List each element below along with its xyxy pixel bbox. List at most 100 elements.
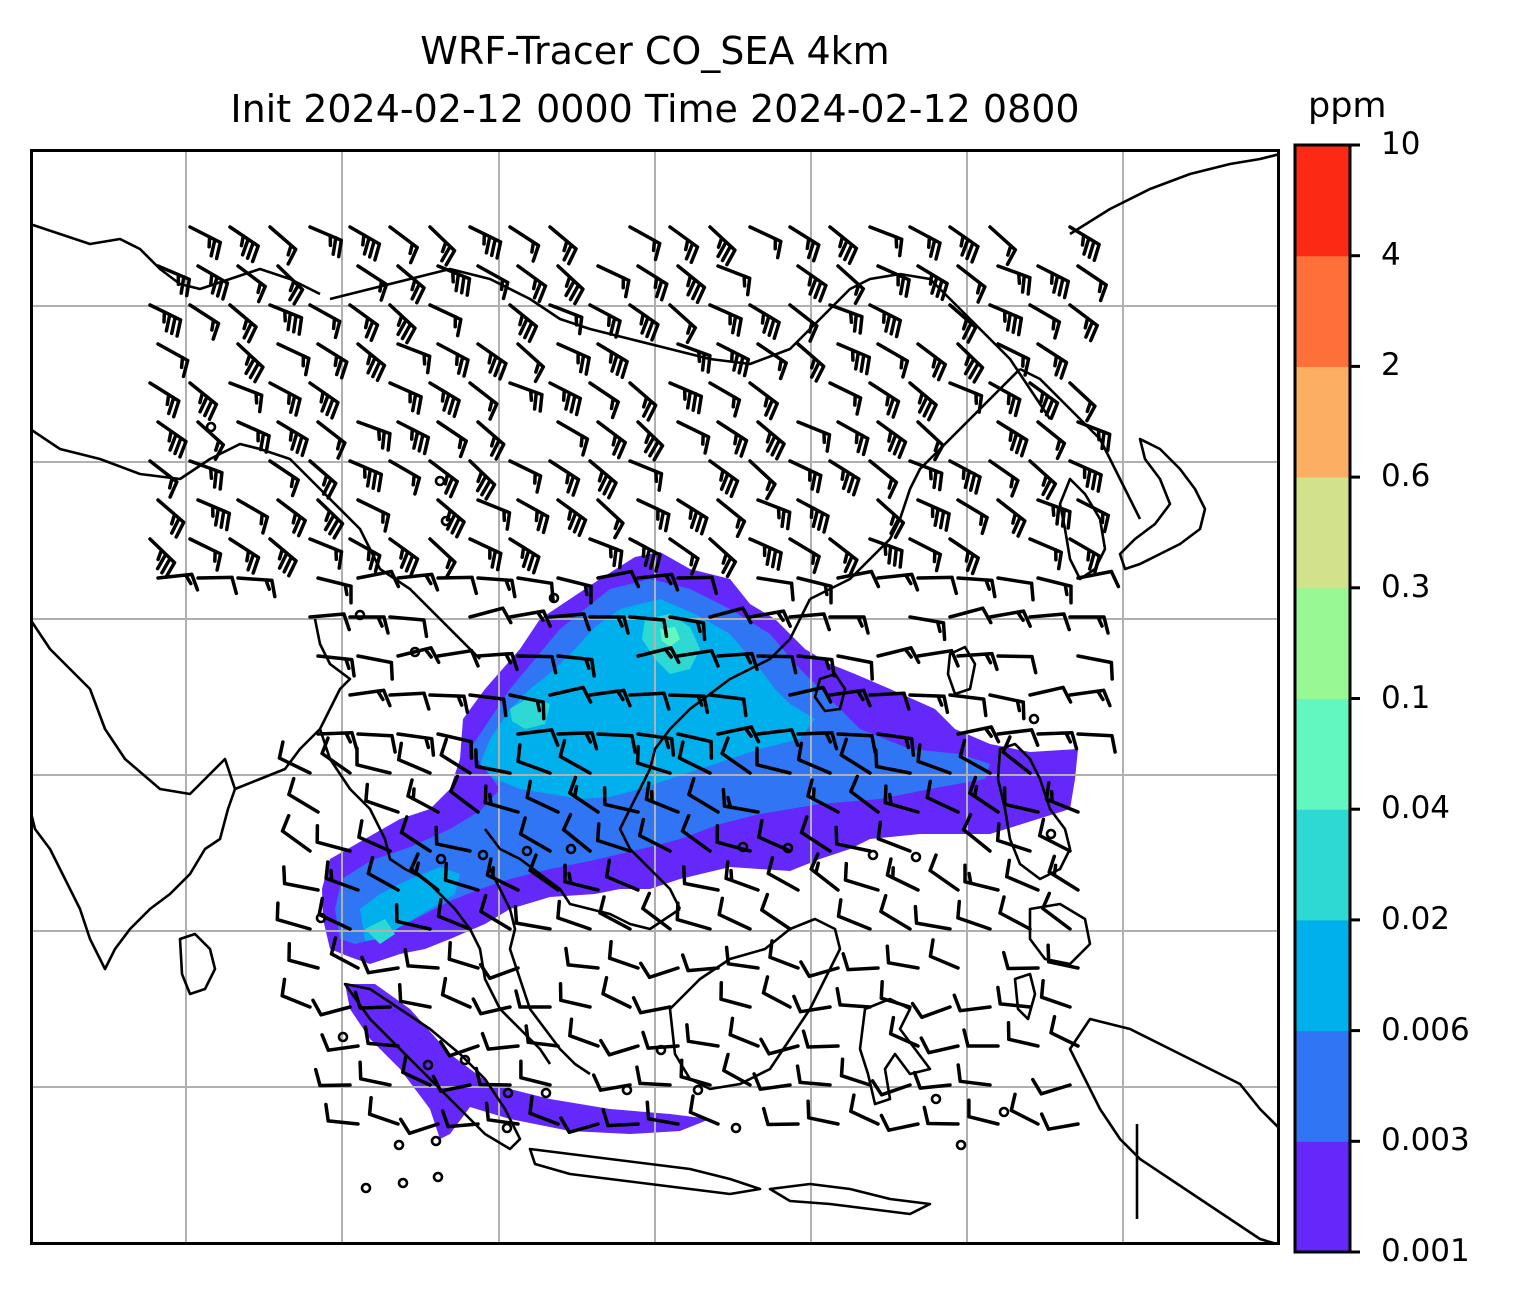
wind-barb [996, 342, 1031, 377]
colorbar-tick-label: 0.001 [1381, 1233, 1470, 1269]
colorbar-ticks [1350, 143, 1360, 1254]
wind-barb [676, 648, 720, 668]
wind-barb [988, 693, 1026, 721]
wind-barb [548, 225, 578, 266]
wind-barb [956, 342, 985, 384]
wind-barb [367, 1096, 400, 1126]
wind-barb [996, 498, 1027, 538]
wind-barb [428, 537, 457, 579]
wind-barb [308, 459, 338, 500]
wind-barb [1031, 1077, 1072, 1096]
wind-barb [755, 746, 792, 775]
wind-barb [788, 685, 833, 704]
wind-barb [748, 609, 792, 628]
wind-barb [357, 819, 392, 853]
wind-barb [556, 576, 593, 605]
coast-malay-east [488, 868, 591, 1076]
wind-barb [1076, 569, 1121, 589]
calm-wind-markers [205, 421, 1057, 1194]
wind-barb [588, 381, 620, 420]
wind-barb [348, 688, 392, 708]
wind-barb [1028, 685, 1073, 704]
wind-barb [564, 946, 600, 970]
wind-barb [308, 612, 351, 632]
wind-barb [316, 342, 349, 380]
wind-barb [596, 732, 637, 754]
wind-barb [476, 264, 510, 301]
wind-barb [588, 459, 618, 500]
wind-barb [998, 895, 1032, 931]
wind-barb [885, 857, 920, 892]
wind-barb [956, 899, 992, 931]
wind-barb [268, 225, 298, 266]
wind-barb [516, 654, 558, 675]
wind-barb [436, 498, 466, 539]
wind-barb [428, 693, 470, 715]
wind-barb [922, 1105, 960, 1126]
wind-barb [908, 459, 944, 492]
wind-barb [468, 537, 503, 572]
colorbar-unit-label: ppm [1308, 86, 1387, 126]
island-java [528, 1147, 762, 1196]
wind-barb [988, 459, 1020, 498]
wind-barb [988, 225, 1018, 267]
wind-barb [628, 381, 658, 422]
wind-barb [148, 459, 179, 499]
wind-barb [476, 576, 517, 599]
border-central-asia [30, 222, 321, 296]
colorbar-tick-label: 0.1 [1381, 679, 1431, 716]
wind-barb [716, 342, 751, 378]
wind-barb [636, 264, 669, 302]
wind-barb [396, 646, 441, 665]
wind-barb [628, 537, 662, 573]
wind-barb [962, 1028, 1000, 1048]
wind-barb [870, 1079, 912, 1097]
wind-barb [1036, 576, 1073, 605]
wind-barb [428, 225, 457, 267]
wind-barb [436, 732, 474, 760]
wind-barb [440, 976, 472, 1009]
wind-barb [431, 1074, 472, 1093]
wind-barb [406, 778, 440, 814]
wind-barb [1002, 786, 1040, 814]
wind-barb [316, 498, 345, 540]
wind-barb [716, 725, 761, 744]
wind-barb [559, 1116, 600, 1135]
wind-barb [356, 264, 389, 302]
wind-barb [396, 741, 432, 775]
map-title-line1: WRF-Tracer CO_SEA 4km [420, 29, 890, 73]
wind-barb [556, 899, 592, 931]
wind-barb [796, 576, 833, 605]
wind-barb [645, 1100, 680, 1126]
wind-barb [677, 740, 712, 775]
wind-barb [524, 1024, 560, 1048]
wind-barb [518, 816, 552, 853]
wind-barb [1028, 303, 1062, 340]
wind-barb [796, 342, 826, 383]
wind-barb [353, 990, 392, 1010]
wind-barb [708, 537, 738, 579]
wind-barb [601, 1108, 640, 1128]
wind-barb [668, 615, 707, 642]
wind-barb [275, 901, 312, 931]
wind-barb [912, 1070, 952, 1090]
wind-barb [708, 381, 742, 418]
wind-barb [428, 459, 459, 499]
wind-barb [596, 498, 625, 540]
wind-barb [516, 728, 560, 747]
wind-barb [636, 732, 676, 757]
wind-barb [409, 852, 440, 892]
wind-barb [228, 381, 264, 414]
colorbar-segment [1295, 1141, 1350, 1253]
wind-barb [948, 225, 980, 264]
wind-barb [668, 693, 710, 715]
wind-barb [588, 537, 624, 570]
wind-barb [1039, 1112, 1080, 1131]
wind-barb [556, 342, 591, 376]
wind-barb [228, 303, 258, 344]
wind-barb [1028, 459, 1058, 501]
colorbar-segment [1295, 698, 1350, 810]
colorbar-segment [1295, 809, 1350, 921]
wind-barb [1076, 264, 1108, 303]
wind-barb [428, 381, 461, 419]
